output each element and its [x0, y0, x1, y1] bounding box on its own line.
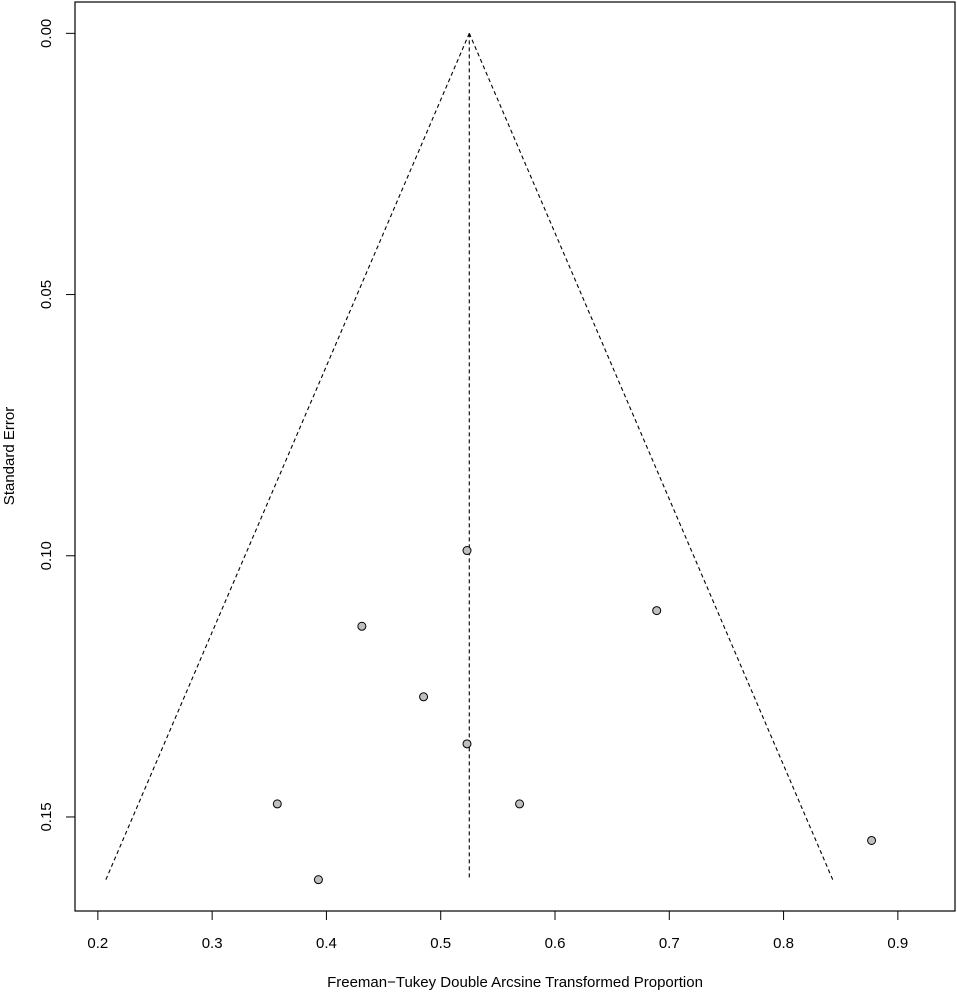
data-point	[867, 835, 877, 845]
x-tick-label: 0.7	[659, 935, 680, 952]
y-tick-label: 0.05	[38, 280, 55, 309]
data-point	[419, 692, 429, 702]
data-point	[515, 799, 525, 809]
data-point	[272, 799, 282, 809]
y-axis: 0.00 0.05 0.10 0.15	[38, 19, 76, 832]
y-tick-label: 0.15	[38, 802, 55, 831]
data-point	[357, 621, 367, 631]
x-tick-label: 0.5	[430, 935, 451, 952]
data-point	[462, 739, 472, 749]
data-point	[652, 606, 662, 616]
x-tick-label: 0.3	[202, 935, 223, 952]
data-point	[313, 875, 323, 885]
x-tick-label: 0.8	[773, 935, 794, 952]
funnel-left-line	[105, 33, 470, 880]
y-axis-title: Standard Error	[1, 407, 18, 505]
y-tick-label: 0.00	[38, 19, 55, 48]
x-tick-label: 0.2	[87, 935, 108, 952]
x-tick-label: 0.4	[316, 935, 337, 952]
plot-frame	[74, 1, 956, 912]
x-tick-label: 0.6	[545, 935, 566, 952]
x-axis-title: Freeman−Tukey Double Arcsine Transformed…	[327, 974, 703, 991]
funnel-lines	[105, 33, 834, 880]
data-points	[272, 546, 877, 885]
x-tick-label: 0.9	[887, 935, 908, 952]
funnel-right-line	[468, 33, 834, 880]
x-axis: 0.2 0.3 0.4 0.5 0.6 0.7 0.8 0.9	[87, 910, 908, 952]
y-tick-label: 0.10	[38, 541, 55, 570]
data-point	[462, 546, 472, 556]
